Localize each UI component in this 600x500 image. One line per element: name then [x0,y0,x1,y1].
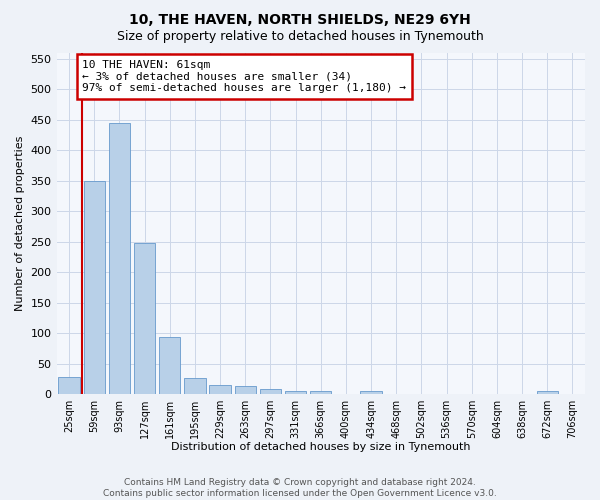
Bar [260,388,281,394]
Text: 10 THE HAVEN: 61sqm
← 3% of detached houses are smaller (34)
97% of semi-detache: 10 THE HAVEN: 61sqm ← 3% of detached hou… [82,60,406,93]
Y-axis label: Number of detached properties: Number of detached properties [15,136,25,311]
Bar [159,338,181,394]
Bar [310,391,331,394]
Bar [134,243,155,394]
Bar [58,377,80,394]
Bar [83,180,105,394]
Text: Size of property relative to detached houses in Tynemouth: Size of property relative to detached ho… [116,30,484,43]
Bar [536,391,558,394]
Text: 10, THE HAVEN, NORTH SHIELDS, NE29 6YH: 10, THE HAVEN, NORTH SHIELDS, NE29 6YH [129,12,471,26]
X-axis label: Distribution of detached houses by size in Tynemouth: Distribution of detached houses by size … [171,442,470,452]
Text: Contains HM Land Registry data © Crown copyright and database right 2024.
Contai: Contains HM Land Registry data © Crown c… [103,478,497,498]
Bar [109,122,130,394]
Bar [361,391,382,394]
Bar [235,386,256,394]
Bar [285,391,307,394]
Bar [209,385,231,394]
Bar [184,378,206,394]
